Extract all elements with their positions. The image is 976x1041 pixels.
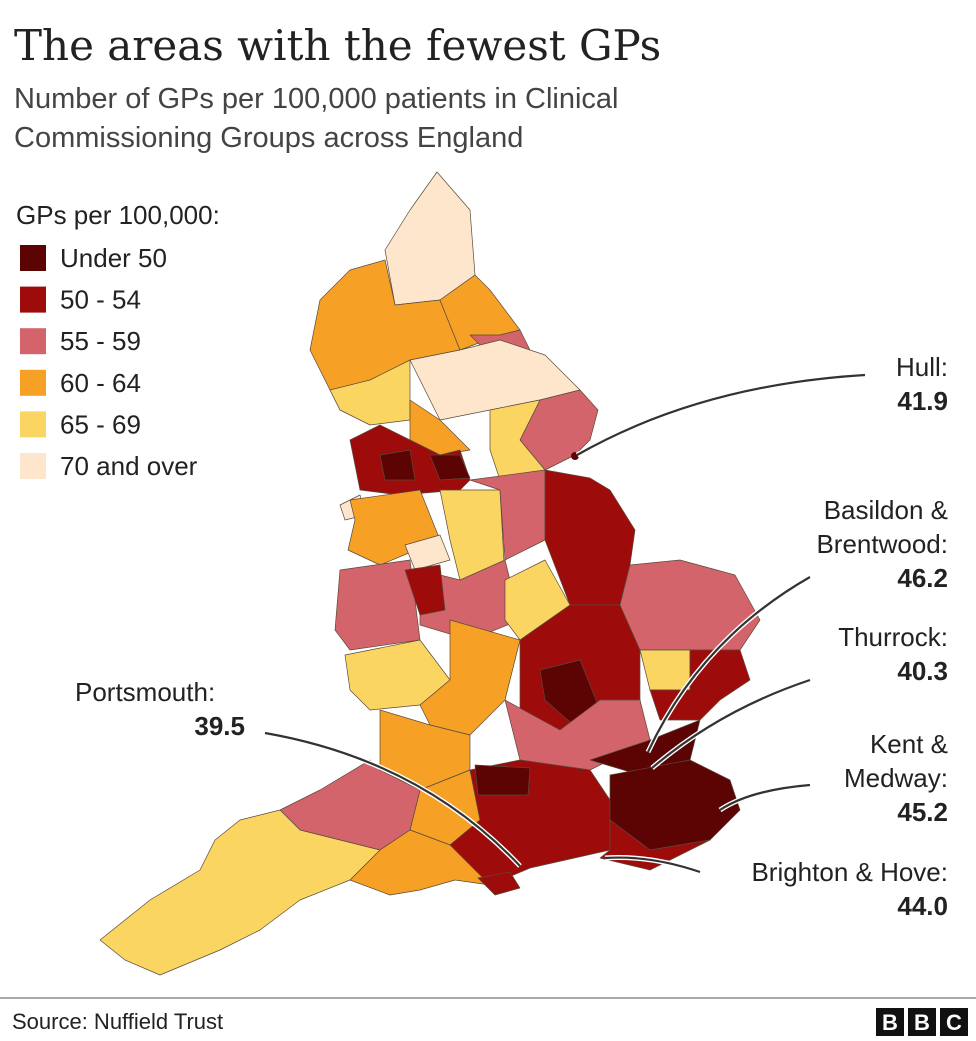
region — [99, 809, 381, 976]
region — [619, 559, 761, 651]
region — [404, 564, 446, 616]
region — [477, 871, 521, 896]
subtitle: Commissioning Groups across England — [14, 122, 523, 154]
legend-label: 50 - 54 — [60, 285, 141, 315]
annotation-label: Brentwood: — [816, 529, 948, 559]
region — [334, 559, 421, 651]
annotations: Hull: 41.9 Basildon & Brentwood: 46.2 Thurroc… — [75, 352, 948, 921]
annotation-value: 44.0 — [897, 891, 948, 921]
region — [349, 829, 491, 896]
legend-swatch — [20, 328, 46, 355]
annotation-label: Kent & — [870, 729, 948, 759]
annotation-label: Thurrock: — [838, 622, 948, 652]
logo-letter: B — [914, 1010, 930, 1035]
annotation-value: 40.3 — [897, 656, 948, 686]
legend-label: 55 - 59 — [60, 326, 141, 356]
logo-box — [940, 1008, 968, 1036]
legend: Under 50 50 - 54 55 - 59 60 - 64 65 - 69 70 a… — [20, 243, 198, 481]
legend-swatch — [20, 411, 46, 438]
legend-label: 65 - 69 — [60, 409, 141, 439]
annotation-label: Medway: — [844, 763, 948, 793]
legend-title: GPs per 100,000: — [16, 200, 220, 230]
title: The areas with the fewest GPs — [14, 21, 661, 70]
annotation-label: Brighton & Hove: — [751, 857, 948, 887]
legend-swatch — [20, 286, 46, 313]
annotation-label: Basildon & — [824, 495, 948, 525]
region — [429, 454, 471, 481]
leader-lines — [264, 372, 866, 875]
subtitle: Number of GPs per 100,000 patients in Cl… — [14, 83, 618, 115]
region — [404, 534, 451, 571]
logo-letter: C — [946, 1010, 962, 1035]
legend-label: Under 50 — [60, 243, 167, 273]
region — [469, 469, 546, 561]
legend-swatch — [20, 245, 46, 271]
region — [379, 449, 416, 481]
annotation-value: 45.2 — [897, 797, 948, 827]
annotation-label: Hull: — [896, 352, 948, 382]
logo-letter: B — [882, 1010, 898, 1035]
annotation-value: 39.5 — [194, 711, 245, 741]
annotation-value: 46.2 — [897, 563, 948, 593]
region — [474, 764, 531, 796]
source: Source: Nuffield Trust — [12, 1009, 223, 1034]
annotation-value: 41.9 — [897, 386, 948, 416]
legend-swatch — [20, 453, 46, 479]
legend-swatch — [20, 369, 46, 396]
england-map — [99, 171, 761, 976]
logo-box — [876, 1008, 904, 1036]
region — [639, 649, 691, 691]
logo-box — [908, 1008, 936, 1036]
legend-label: 70 and over — [60, 451, 198, 481]
annotation-label: Portsmouth: — [75, 677, 215, 707]
legend-label: 60 - 64 — [60, 368, 141, 398]
